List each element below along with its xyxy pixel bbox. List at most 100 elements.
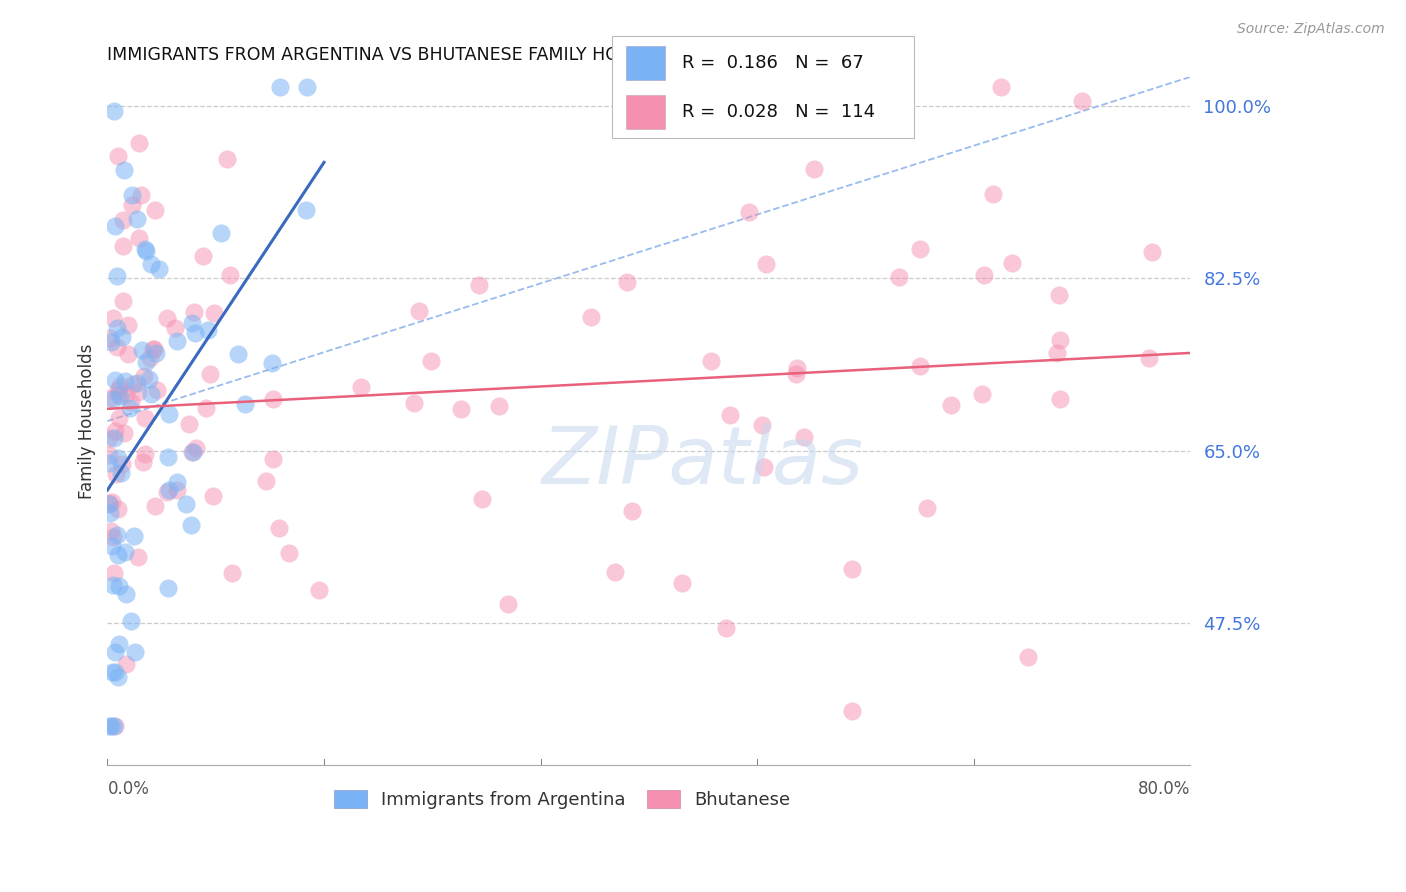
Point <box>100 719 122 733</box>
Point <box>101 578 124 592</box>
Point <box>115 387 138 401</box>
Point <box>1017 650 1039 665</box>
Point <box>179 417 201 431</box>
Point <box>127 550 149 565</box>
Point <box>120 614 142 628</box>
Text: 80.0%: 80.0% <box>1137 780 1191 798</box>
Point <box>908 359 931 373</box>
Point <box>107 549 129 563</box>
Point <box>127 212 149 227</box>
Point <box>117 346 139 360</box>
Point <box>183 326 205 341</box>
Point <box>181 445 204 459</box>
Point <box>262 392 284 407</box>
Point <box>107 387 129 401</box>
Point <box>127 384 149 399</box>
Point <box>128 231 150 245</box>
Point <box>184 441 207 455</box>
Point <box>738 205 761 219</box>
Point <box>616 275 638 289</box>
Point <box>198 367 221 381</box>
Point <box>98 331 121 345</box>
Point <box>156 485 179 500</box>
Point <box>100 495 122 509</box>
Point <box>111 212 134 227</box>
Point <box>100 524 122 538</box>
Point <box>101 665 124 679</box>
Point <box>103 566 125 580</box>
Point <box>1047 288 1070 302</box>
Point <box>166 334 188 349</box>
Point <box>157 450 180 464</box>
Point <box>104 645 127 659</box>
Point <box>118 401 141 415</box>
Point <box>107 637 129 651</box>
Point <box>134 447 156 461</box>
Point <box>121 198 143 212</box>
Point <box>156 581 179 595</box>
Point <box>408 303 430 318</box>
Point <box>110 379 132 393</box>
Point <box>180 518 202 533</box>
Point <box>112 163 135 178</box>
Point <box>308 583 330 598</box>
Point <box>145 345 167 359</box>
Text: R =  0.186   N =  67: R = 0.186 N = 67 <box>682 54 863 72</box>
Point <box>165 320 187 334</box>
Point <box>105 268 128 283</box>
Point <box>108 411 131 425</box>
Point <box>941 398 963 412</box>
Point <box>142 342 165 356</box>
Point <box>786 360 808 375</box>
Point <box>603 566 626 580</box>
Point <box>138 372 160 386</box>
Point <box>166 475 188 489</box>
Text: R =  0.028   N =  114: R = 0.028 N = 114 <box>682 103 875 121</box>
Text: 0.0%: 0.0% <box>107 780 149 798</box>
Point <box>915 500 938 515</box>
Point <box>278 546 301 560</box>
Point <box>105 321 128 335</box>
Point <box>134 242 156 256</box>
Point <box>201 489 224 503</box>
Point <box>620 504 643 518</box>
Point <box>219 268 242 283</box>
Point <box>215 153 238 167</box>
Point <box>97 431 120 445</box>
Point <box>110 466 132 480</box>
Point <box>419 353 441 368</box>
Point <box>181 445 204 459</box>
Point <box>104 219 127 233</box>
Point <box>143 499 166 513</box>
Point <box>120 395 142 409</box>
Point <box>972 387 994 401</box>
Point <box>183 305 205 319</box>
Point <box>97 497 120 511</box>
Point <box>135 355 157 369</box>
Point <box>221 566 243 581</box>
Point <box>114 657 136 671</box>
Point <box>134 410 156 425</box>
Point <box>793 429 815 443</box>
Point <box>191 249 214 263</box>
Point <box>887 269 910 284</box>
Point <box>103 431 125 445</box>
Point <box>97 448 120 462</box>
Point <box>269 79 291 94</box>
Point <box>841 562 863 576</box>
Point <box>174 497 197 511</box>
Point <box>101 530 124 544</box>
Point <box>841 704 863 718</box>
Point <box>104 665 127 679</box>
Point <box>450 402 472 417</box>
Point <box>350 379 373 393</box>
Point <box>98 391 121 405</box>
Point <box>128 136 150 150</box>
Point <box>752 460 775 475</box>
Point <box>104 424 127 438</box>
Point <box>129 187 152 202</box>
Point <box>267 521 290 535</box>
Point <box>496 597 519 611</box>
Point <box>132 368 155 383</box>
Point <box>226 347 249 361</box>
